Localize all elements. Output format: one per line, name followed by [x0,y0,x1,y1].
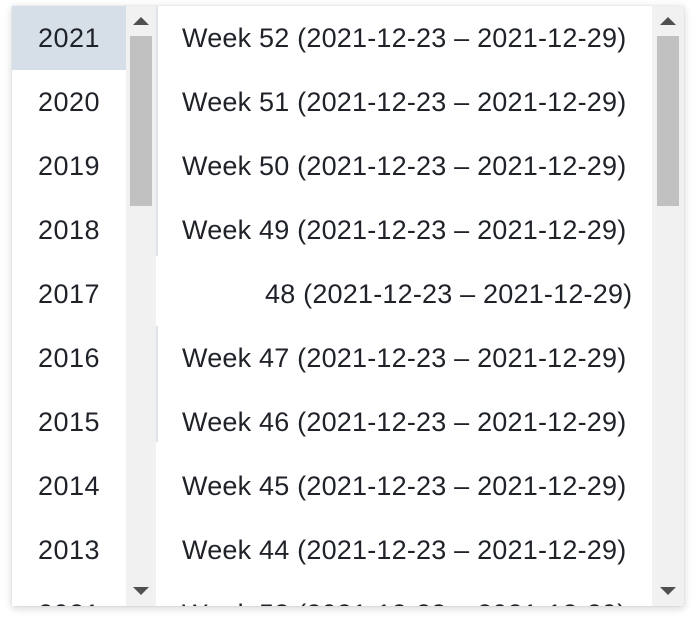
week-scrollbar[interactable] [652,6,684,606]
week-picker-popup: 2021 2020 2019 2018 2017 2016 2015 2014 … [12,6,684,606]
scroll-up-arrow-icon[interactable] [133,17,149,25]
week-range: (2021-12-23 – 2021-12-29) [297,599,626,606]
week-label: Week 44 [182,535,290,565]
week-range: (2021-12-23 – 2021-12-29) [297,535,627,565]
week-scrollbar-thumb[interactable] [657,36,679,206]
year-list: 2021 2020 2019 2018 2017 2016 2015 2014 … [12,6,126,606]
week-range: (2021-12-23 – 2021-12-29) [297,151,627,181]
year-item[interactable]: 2018 [37,215,101,245]
scroll-down-arrow-icon[interactable] [660,587,676,595]
week-label: 48 [265,279,296,309]
column-divider [156,6,158,256]
year-item[interactable]: 2020 [37,87,101,117]
scroll-up-arrow-icon[interactable] [660,17,676,25]
week-item[interactable]: Week 51 (2021-12-23 – 2021-12-29) [156,70,652,134]
year-scrollbar[interactable] [126,6,156,606]
week-item[interactable]: Week 47 (2021-12-23 – 2021-12-29) [156,326,652,390]
week-label: Week 45 [182,471,290,501]
week-label: Week 47 [182,343,290,373]
week-item[interactable]: 48 (2021-12-23 – 2021-12-29) [156,262,652,326]
year-item[interactable]: 2014 [37,471,101,501]
year-item[interactable]: 2021 [12,582,126,606]
week-label: Week 52 [182,23,290,53]
week-label: Week 53 [182,599,289,606]
column-divider [156,326,158,442]
year-item-selected[interactable]: 2021 [12,6,126,70]
week-range: (2021-12-23 – 2021-12-29) [297,343,627,373]
week-range: (2021-12-23 – 2021-12-29) [297,471,627,501]
week-label: Week 51 [182,87,290,117]
year-item[interactable]: 2013 [37,535,101,565]
week-item[interactable]: Week 53 (2021-12-23 – 2021-12-29) [156,582,652,606]
week-label: Week 50 [182,151,290,181]
week-list: Week 52 (2021-12-23 – 2021-12-29) Week 5… [156,6,652,606]
week-item[interactable]: Week 50 (2021-12-23 – 2021-12-29) [156,134,652,198]
week-item[interactable]: Week 46 (2021-12-23 – 2021-12-29) [156,390,652,454]
year-item[interactable]: 2016 [37,343,101,373]
week-range: (2021-12-23 – 2021-12-29) [297,87,627,117]
week-item[interactable]: Week 45 (2021-12-23 – 2021-12-29) [156,454,652,518]
year-scrollbar-thumb[interactable] [130,36,152,206]
week-item[interactable]: Week 44 (2021-12-23 – 2021-12-29) [156,518,652,582]
year-item[interactable]: 2017 [37,279,101,309]
year-item[interactable]: 2019 [37,151,101,181]
week-label: Week 46 [182,407,290,437]
week-item[interactable]: Week 52 (2021-12-23 – 2021-12-29) [156,6,652,70]
week-range: (2021-12-23 – 2021-12-29) [297,23,627,53]
week-range: (2021-12-23 – 2021-12-29) [303,279,633,309]
year-item[interactable]: 2015 [37,407,101,437]
week-item[interactable]: Week 49 (2021-12-23 – 2021-12-29) [156,198,652,262]
week-label: Week 49 [182,215,290,245]
week-range: (2021-12-23 – 2021-12-29) [297,215,627,245]
week-range: (2021-12-23 – 2021-12-29) [297,407,627,437]
scroll-down-arrow-icon[interactable] [133,587,149,595]
